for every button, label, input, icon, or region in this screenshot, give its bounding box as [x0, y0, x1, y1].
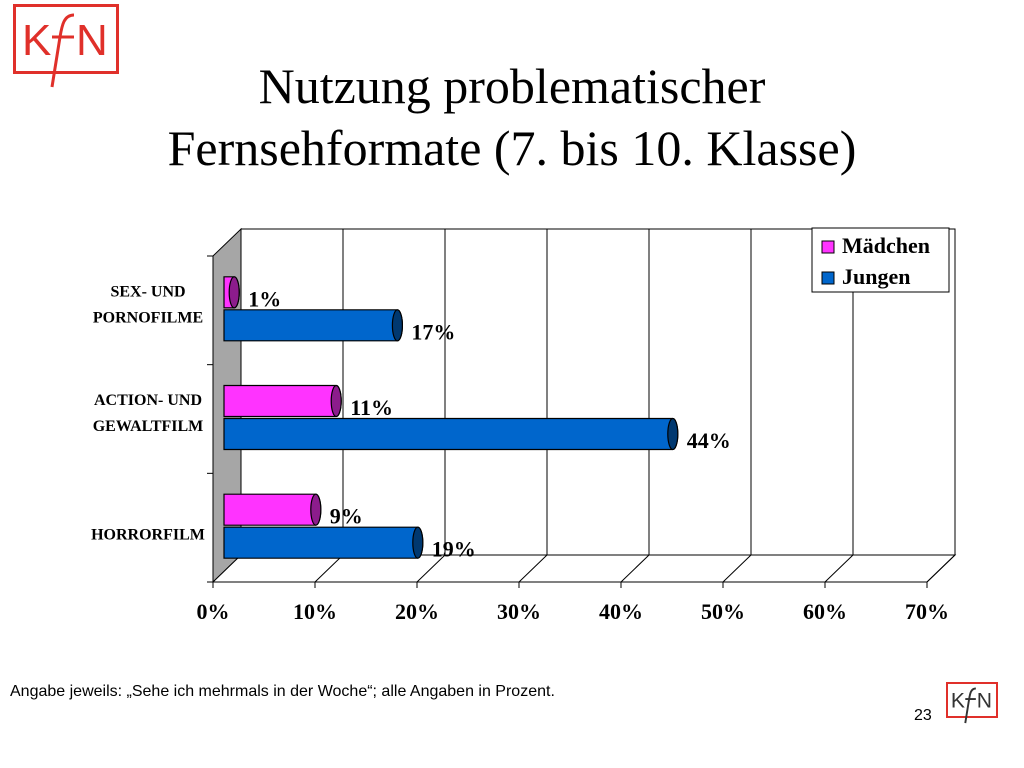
data-label: 17%	[411, 319, 455, 344]
bar-maedchen-end	[310, 493, 322, 526]
grid-floor-line	[824, 554, 854, 583]
category-label-line1: ACTION- UND	[94, 392, 202, 409]
x-tick-label: 70%	[905, 599, 949, 624]
category-label-line1: SEX- UND	[110, 283, 185, 300]
legend-swatch	[821, 240, 835, 254]
bar-jungen-end	[391, 309, 403, 342]
kfn-logo-small: K N	[946, 682, 998, 724]
x-tick-label: 50%	[701, 599, 745, 624]
kfn-logo-small-mark: K N	[951, 687, 992, 724]
bar-chart: 0% 10% 20% 30% 40% 50% 60% 70% SEX- UND PORNOFILM…	[91, 227, 957, 624]
category-label-line2: PORNOFILME	[93, 309, 203, 326]
grid-floor-line	[620, 554, 650, 583]
bar-maedchen-end	[228, 276, 240, 309]
bar-maedchen	[223, 384, 342, 418]
bar-jungen-end	[412, 526, 424, 559]
bar-jungen	[223, 417, 679, 451]
kfn-logo-mark: K N	[22, 13, 108, 88]
grid-floor-line	[722, 554, 752, 583]
svg-text:N: N	[977, 690, 992, 713]
x-tick-label: 20%	[395, 599, 439, 624]
legend-swatch	[821, 271, 835, 285]
x-tick-label: 60%	[803, 599, 847, 624]
x-tick-label: 30%	[497, 599, 541, 624]
data-label: 1%	[248, 286, 281, 311]
footnote: Angabe jeweils: „Sehe ich mehrmals in de…	[10, 683, 555, 700]
slide-title: Nutzung problematischer Fernsehformate (…	[0, 55, 1024, 179]
bar-jungen	[223, 309, 403, 342]
legend-label: Jungen	[842, 264, 910, 289]
svg-text:K: K	[22, 16, 51, 65]
bar-jungen-end	[667, 417, 679, 451]
title-line-1: Nutzung problematischer	[258, 58, 766, 114]
svg-text:K: K	[951, 690, 965, 713]
title-line-2: Fernsehformate (7. bis 10. Klasse)	[167, 120, 857, 176]
category-label-line2: HORRORFILM	[91, 527, 205, 544]
page-number: 23	[914, 707, 932, 724]
bar-jungen	[223, 526, 424, 559]
grid-floor-line	[416, 554, 446, 583]
x-tick-label: 0%	[197, 599, 230, 624]
x-tick-label: 10%	[293, 599, 337, 624]
grid-floor-line	[518, 554, 548, 583]
data-label: 11%	[350, 395, 393, 420]
data-label: 44%	[687, 428, 731, 453]
bar-maedchen-end	[330, 384, 342, 418]
bar-maedchen	[223, 493, 322, 526]
kfn-logo: K N	[13, 4, 119, 88]
floor	[211, 554, 957, 583]
grid-floor-line	[926, 554, 956, 583]
svg-text:N: N	[76, 16, 108, 65]
legend-box	[811, 227, 950, 293]
legend-label: Mädchen	[842, 233, 930, 258]
data-label: 9%	[330, 504, 363, 529]
category-label-line2: GEWALTFILM	[93, 418, 204, 435]
grid-floor-line	[314, 554, 344, 583]
x-tick-label: 40%	[599, 599, 643, 624]
data-label: 19%	[432, 537, 476, 562]
